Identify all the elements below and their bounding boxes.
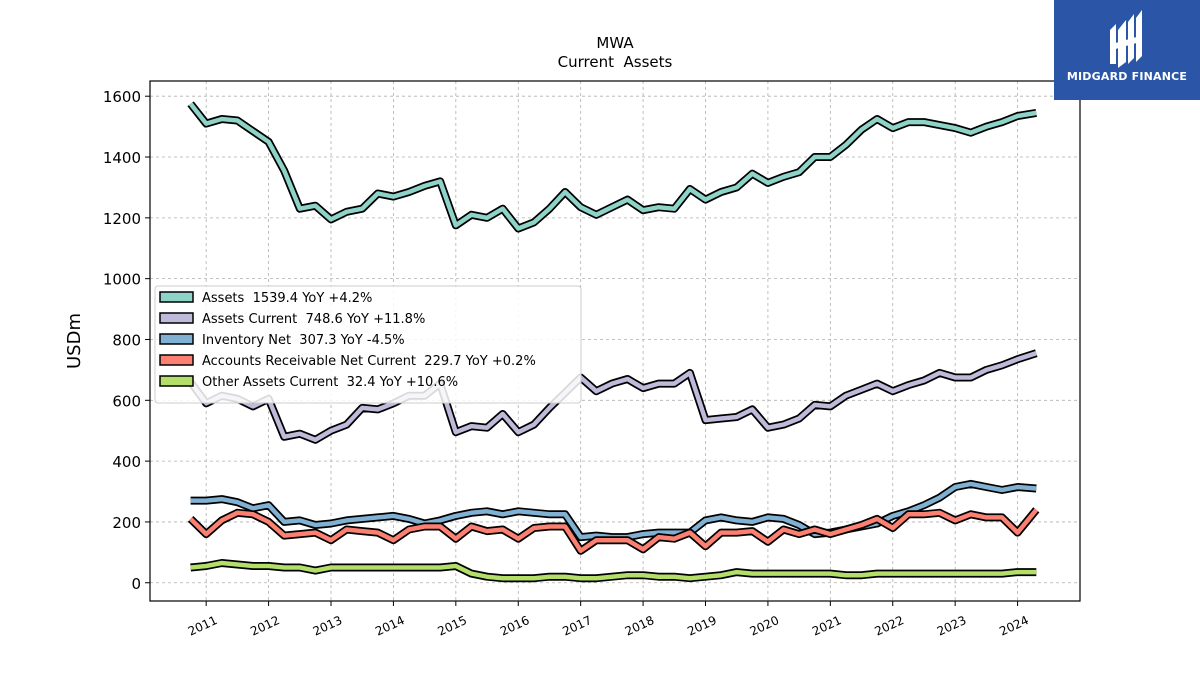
y-tick-label: 600 — [112, 392, 141, 410]
x-axis-ticks: 2011 2012 2013 2014 2015 2016 2017 2018 2019 2020… — [186, 601, 1031, 639]
legend-swatch — [159, 354, 194, 366]
y-tick-label: 1600 — [103, 88, 141, 106]
x-tick-label: 2013 — [311, 613, 345, 639]
x-tick-label: 2019 — [685, 613, 719, 639]
x-tick-label: 2024 — [997, 613, 1031, 639]
x-tick-label: 2023 — [935, 613, 969, 639]
legend-swatch — [159, 312, 194, 324]
y-axis-label: USDm — [64, 313, 85, 369]
y-tick-label: 800 — [112, 331, 141, 349]
legend: Assets 1539.4 YoY +4.2% Assets Current 74… — [154, 285, 582, 404]
chart-subtitle: Current Assets — [558, 53, 673, 71]
series-0 — [187, 101, 1037, 233]
y-tick-label: 1200 — [103, 210, 141, 228]
x-tick-label: 2016 — [498, 613, 532, 639]
series-line — [189, 508, 1039, 554]
y-tick-label: 200 — [112, 514, 141, 532]
series-line — [190, 560, 1037, 581]
x-tick-label: 2017 — [560, 613, 594, 639]
brand-mark-icon — [1110, 10, 1142, 68]
y-tick-label: 1400 — [103, 149, 141, 167]
x-tick-label: 2011 — [186, 613, 220, 639]
y-tick-label: 1000 — [103, 271, 141, 289]
legend-entry: Inventory Net 307.3 YoY -4.5% — [202, 333, 405, 348]
series-line — [188, 351, 1037, 443]
series-1 — [187, 349, 1038, 444]
x-tick-label: 2015 — [436, 613, 470, 639]
x-tick-label: 2020 — [748, 613, 782, 639]
legend-swatch — [159, 375, 194, 387]
legend-entry: Assets 1539.4 YoY +4.2% — [202, 291, 372, 306]
x-tick-label: 2021 — [810, 613, 844, 639]
plot-frame — [149, 80, 1081, 602]
x-tick-label: 2012 — [248, 613, 282, 639]
x-tick-label: 2018 — [623, 613, 657, 639]
series-line — [188, 102, 1037, 231]
brand-logo: MIDGARD FINANCE — [1054, 0, 1200, 100]
legend-entry: Other Assets Current 32.4 YoY +10.6% — [202, 375, 458, 390]
legend-swatch — [159, 333, 194, 345]
series-3 — [187, 507, 1040, 555]
legend-entry: Assets Current 748.6 YoY +11.8% — [202, 312, 425, 327]
y-tick-label: 400 — [112, 453, 141, 471]
x-tick-label: 2022 — [872, 613, 906, 639]
brand-name: MIDGARD FINANCE — [1066, 70, 1188, 83]
series-layer — [187, 101, 1040, 583]
y-tick-label: 0 — [131, 575, 141, 593]
y-axis-ticks: 0 200 400 600 800 1000 1200 1400 1600 — [103, 88, 150, 593]
series-4 — [190, 559, 1037, 583]
x-tick-label: 2014 — [373, 613, 407, 639]
legend-box — [154, 285, 582, 404]
legend-swatch — [159, 291, 194, 303]
legend-entry: Accounts Receivable Net Current 229.7 Yo… — [202, 354, 536, 369]
chart-title: MWA — [596, 34, 634, 52]
